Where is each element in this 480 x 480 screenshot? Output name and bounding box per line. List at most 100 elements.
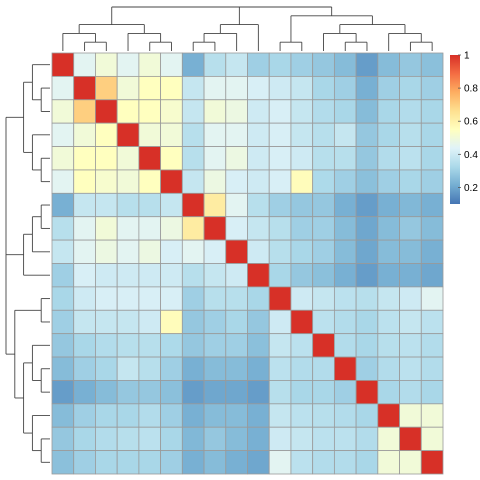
heatmap-cell-r18-c12: [290, 450, 314, 475]
heatmap-cell-r18-c11: [268, 450, 292, 475]
heatmap-cell-r5-c5: [138, 146, 162, 171]
heatmap-cell-r8-c6: [160, 216, 183, 241]
heatmap-cell-r15-c4: [116, 380, 140, 405]
heatmap-cell-r15-c5: [138, 380, 162, 405]
heatmap-cell-r6-c14: [333, 169, 357, 194]
heatmap-cell-r18-c10: [247, 450, 270, 475]
heatmap-cell-r3-c3: [95, 99, 118, 124]
heatmap-cell-r6-c17: [399, 169, 422, 194]
heatmap-cell-r15-c10: [247, 380, 270, 405]
heatmap-cell-r4-c9: [225, 122, 248, 147]
heatmap-cell-r13-c3: [95, 333, 118, 358]
heatmap-cell-r2-c9: [225, 75, 248, 101]
heatmap-cell-r2-c12: [290, 75, 314, 101]
heatmap-cell-r9-c6: [160, 239, 183, 264]
heatmap-cell-r14-c14: [333, 356, 357, 381]
heatmap-cell-r10-c4: [116, 263, 140, 288]
heatmap-cell-r8-c10: [247, 216, 270, 241]
heatmap-cell-r4-c18: [420, 122, 444, 147]
heatmap-cell-r18-c7: [181, 450, 205, 475]
heatmap-cell-r17-c18: [420, 426, 444, 452]
heatmap-cell-r1-c3: [95, 52, 118, 77]
heatmap-cell-r16-c4: [116, 403, 140, 428]
heatmap-cell-r18-c3: [95, 450, 118, 475]
heatmap-cell-r7-c5: [138, 192, 162, 218]
heatmap-cell-r12-c9: [225, 309, 248, 335]
heatmap-cell-r7-c1: [51, 192, 75, 218]
heatmap-cell-r5-c9: [225, 146, 248, 171]
heatmap-cell-r3-c13: [312, 99, 335, 124]
color-legend-label: 1: [464, 51, 470, 62]
heatmap-cell-r7-c10: [247, 192, 270, 218]
color-legend-label: 0.6: [464, 117, 478, 128]
heatmap-cell-r10-c7: [181, 263, 205, 288]
heatmap-cell-r5-c11: [268, 146, 292, 171]
heatmap-cell-r12-c10: [247, 309, 270, 335]
heatmap-cell-r7-c11: [268, 192, 292, 218]
heatmap-cell-r7-c12: [290, 192, 314, 218]
heatmap-cell-r12-c14: [333, 309, 357, 335]
heatmap-cell-r8-c9: [225, 216, 248, 241]
heatmap-cell-r13-c8: [203, 333, 227, 358]
heatmap-cell-r6-c12: [290, 169, 314, 194]
heatmap-cell-r18-c14: [333, 450, 357, 475]
heatmap-cell-r8-c16: [377, 216, 400, 241]
heatmap-cell-r15-c7: [181, 380, 205, 405]
color-legend-labels: 1 0.8 0.6 0.4 0.2: [464, 51, 478, 194]
heatmap-cell-r17-c3: [95, 426, 118, 452]
heatmap-cell-r17-c2: [73, 426, 96, 452]
heatmap-cell-r7-c16: [377, 192, 400, 218]
heatmap-cell-r17-c13: [312, 426, 335, 452]
heatmap-cell-r16-c6: [160, 403, 183, 428]
heatmap-cell-r9-c18: [420, 239, 444, 264]
heatmap-cell-r8-c1: [51, 216, 75, 241]
heatmap-cell-r5-c14: [333, 146, 357, 171]
heatmap-cell-r11-c10: [247, 286, 270, 311]
heatmap-cell-r4-c10: [247, 122, 270, 147]
heatmap-cell-r15-c11: [268, 380, 292, 405]
heatmap-cell-r13-c14: [333, 333, 357, 358]
heatmap-cell-r9-c15: [355, 239, 379, 264]
heatmap-cell-r6-c8: [203, 169, 227, 194]
heatmap-cell-r5-c18: [420, 146, 444, 171]
heatmap-cell-r14-c11: [268, 356, 292, 381]
heatmap-cell-r15-c3: [95, 380, 118, 405]
heatmap-cell-r5-c6: [160, 146, 183, 171]
heatmap-cell-r2-c18: [420, 75, 444, 101]
heatmap-cell-r14-c17: [399, 356, 422, 381]
heatmap-cell-r6-c5: [138, 169, 162, 194]
heatmap-cell-r2-c7: [181, 75, 205, 101]
heatmap-cell-r11-c8: [203, 286, 227, 311]
heatmap-cell-r16-c11: [268, 403, 292, 428]
heatmap-cell-r3-c14: [333, 99, 357, 124]
heatmap-cell-r16-c2: [73, 403, 96, 428]
heatmap-cell-r6-c11: [268, 169, 292, 194]
heatmap-cell-r13-c11: [268, 333, 292, 358]
heatmap-cell-r16-c1: [51, 403, 75, 428]
heatmap-cell-r15-c15: [355, 380, 379, 405]
heatmap-cell-r4-c17: [399, 122, 422, 147]
heatmap-cell-r2-c10: [247, 75, 270, 101]
heatmap-cell-r11-c7: [181, 286, 205, 311]
heatmap-cell-r9-c3: [95, 239, 118, 264]
heatmap-cell-r4-c4: [116, 122, 140, 147]
heatmap-cell-r9-c2: [73, 239, 96, 264]
heatmap-cell-r10-c13: [312, 263, 335, 288]
heatmap-cell-r2-c14: [333, 75, 357, 101]
heatmap-cell-r4-c2: [73, 122, 96, 147]
heatmap-cell-r9-c12: [290, 239, 314, 264]
color-legend-bar: [450, 55, 460, 204]
heatmap-cell-r17-c7: [181, 426, 205, 452]
heatmap-cell-r10-c12: [290, 263, 314, 288]
heatmap-cell-r7-c7: [181, 192, 205, 218]
heatmap-cell-r4-c6: [160, 122, 183, 147]
heatmap-cell-r12-c6: [160, 309, 183, 335]
heatmap-cell-r16-c8: [203, 403, 227, 428]
heatmap-cell-r10-c1: [51, 263, 75, 288]
heatmap-cell-r10-c11: [268, 263, 292, 288]
heatmap-cell-r17-c5: [138, 426, 162, 452]
heatmap-cell-r3-c4: [116, 99, 140, 124]
color-legend-label: 0.8: [464, 84, 478, 95]
heatmap-cell-r16-c5: [138, 403, 162, 428]
heatmap-cell-r11-c16: [377, 286, 400, 311]
